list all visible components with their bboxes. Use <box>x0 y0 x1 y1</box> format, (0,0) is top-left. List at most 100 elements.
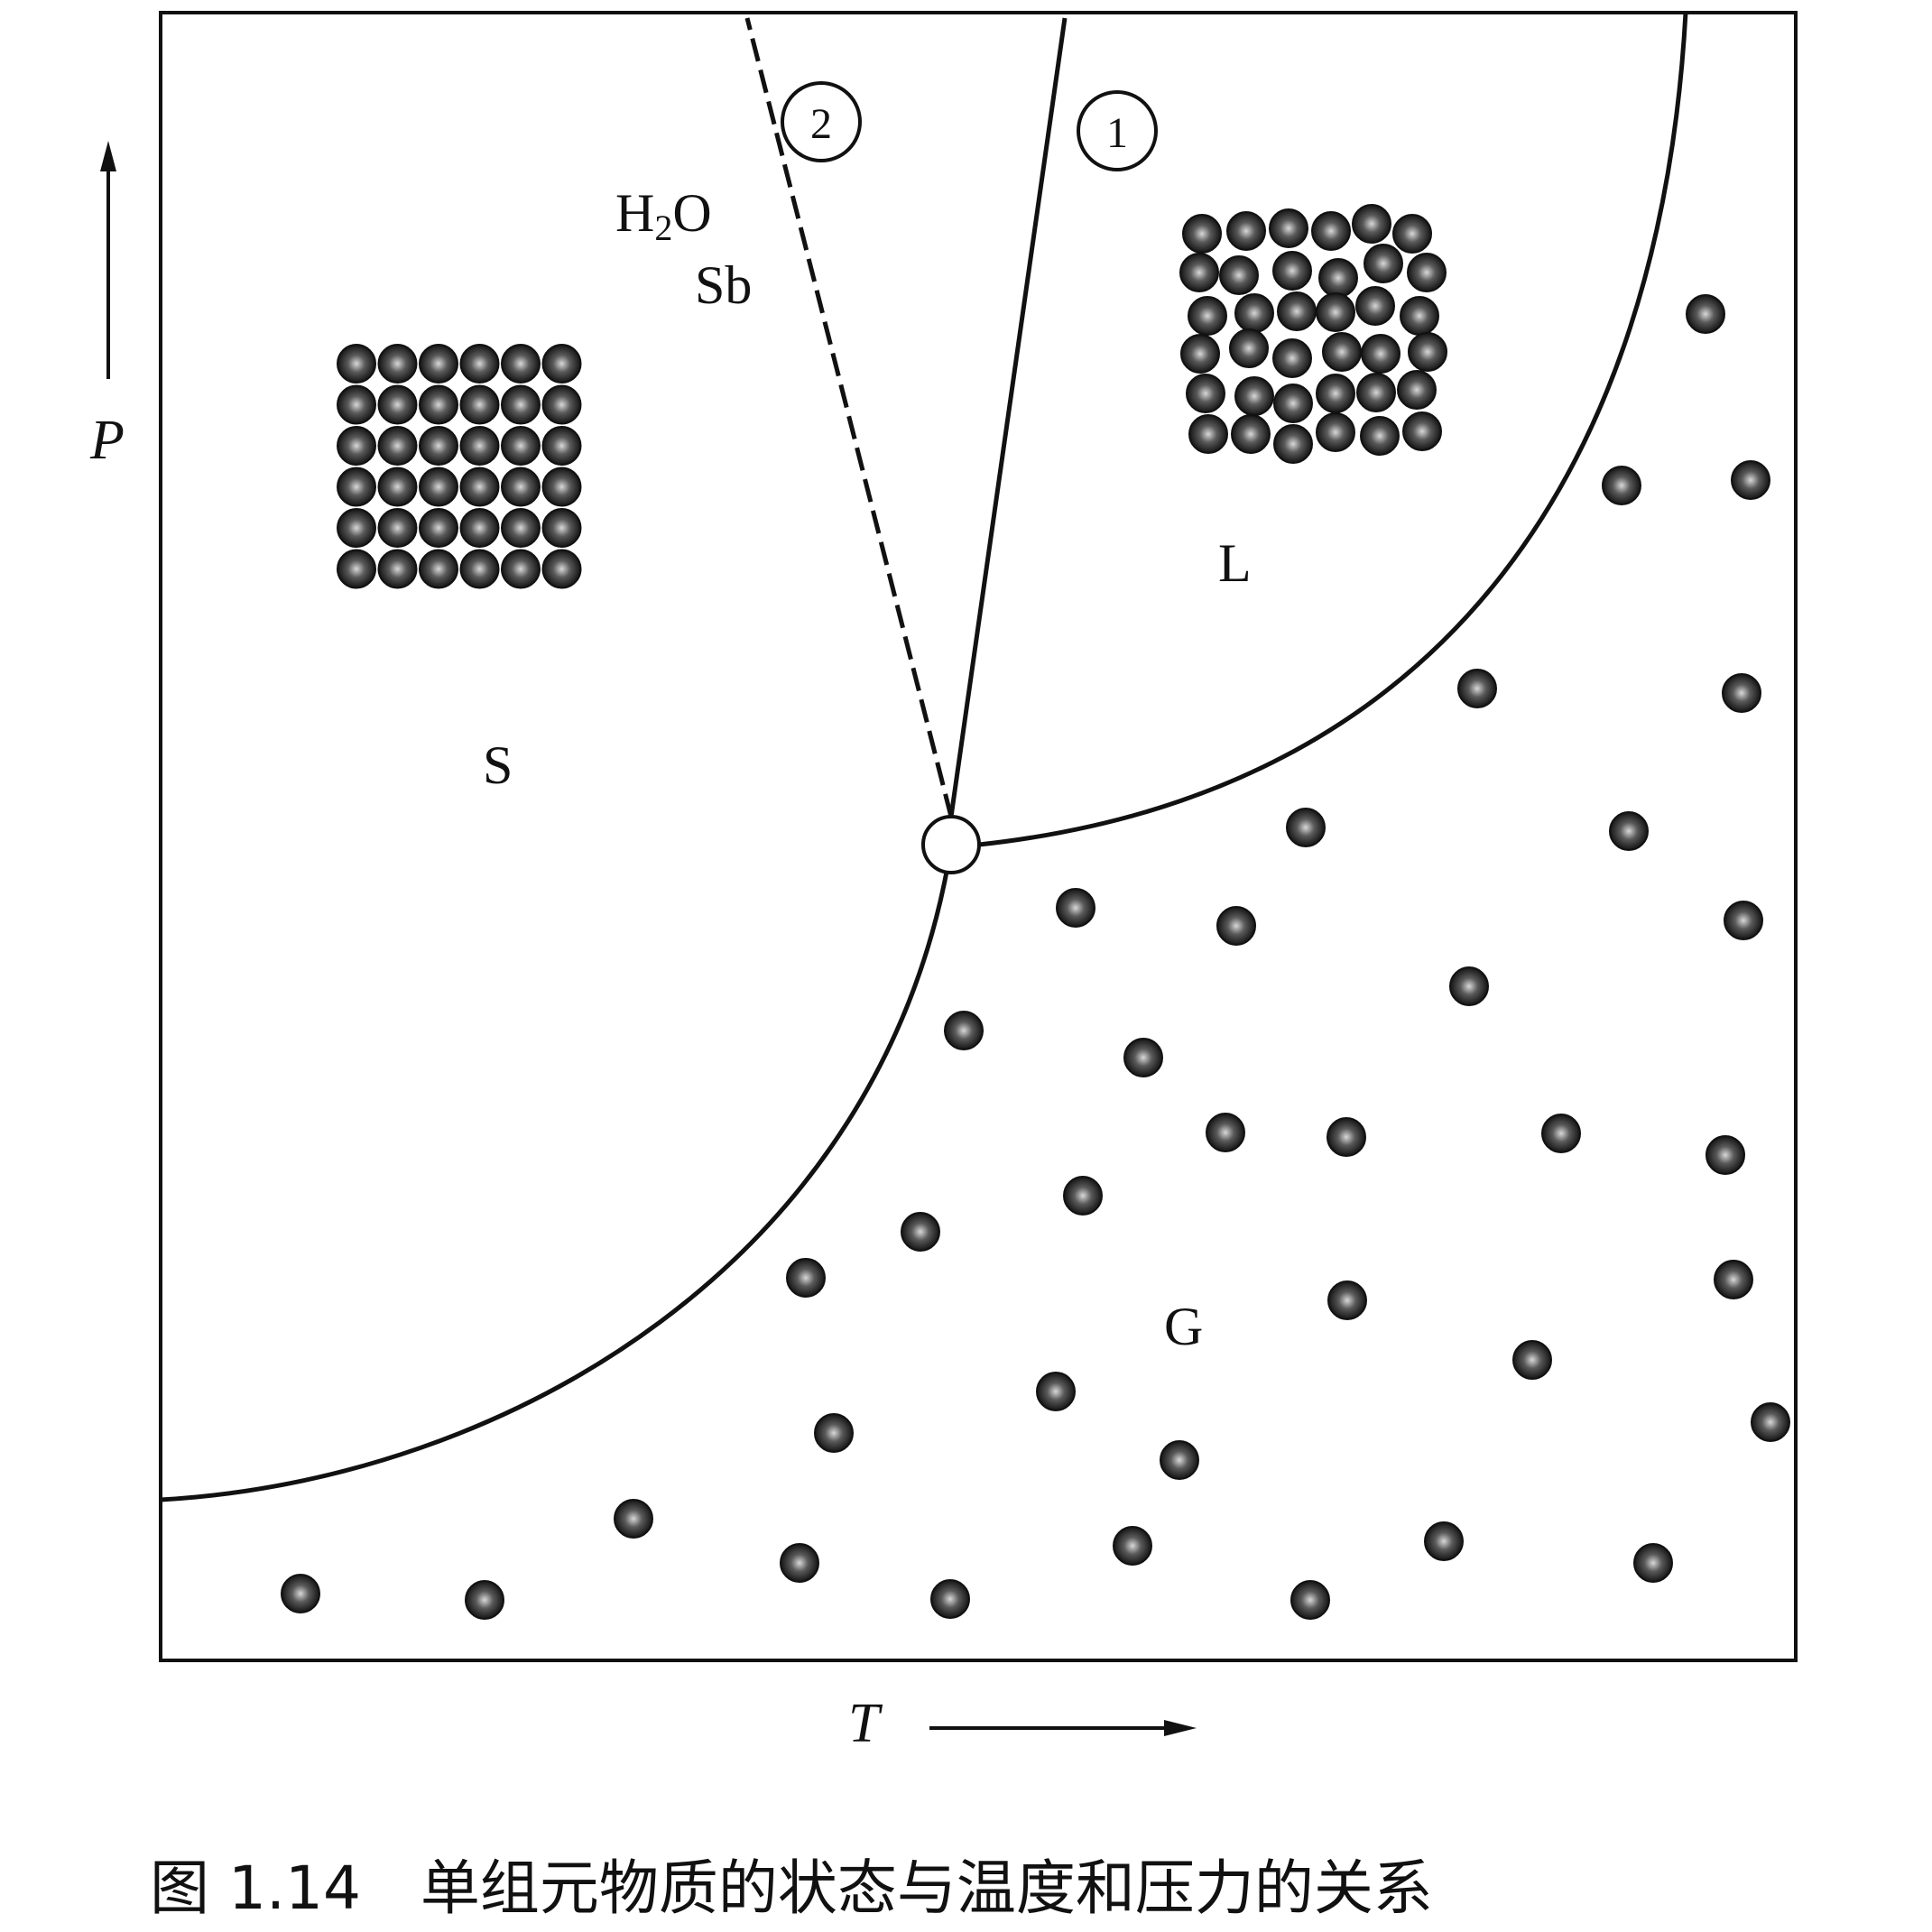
atom <box>377 549 418 589</box>
atom <box>501 426 541 466</box>
atom <box>1449 966 1489 1006</box>
atom <box>501 467 541 507</box>
atom <box>1751 1402 1790 1442</box>
atom <box>459 384 500 425</box>
p-axis-label: P <box>89 410 125 471</box>
atom <box>459 467 500 507</box>
atom <box>541 384 582 425</box>
atom <box>1327 1280 1367 1320</box>
atom <box>1424 1521 1464 1561</box>
solid-atom-lattice <box>337 344 582 589</box>
atom <box>1269 208 1308 248</box>
atom <box>377 344 418 384</box>
atom <box>419 426 458 466</box>
marker-1: 1 <box>1077 90 1158 171</box>
atom <box>1179 253 1219 292</box>
atom <box>1361 334 1400 374</box>
atom <box>419 467 458 507</box>
atom <box>1407 253 1447 292</box>
atom <box>614 1499 653 1539</box>
atom <box>1356 373 1396 412</box>
atom <box>1160 1440 1199 1480</box>
vaporization-curve <box>978 12 1688 847</box>
atom <box>501 344 541 384</box>
atom <box>1731 460 1770 500</box>
atom <box>1273 424 1313 464</box>
atom <box>1322 332 1362 372</box>
atom <box>1541 1114 1581 1153</box>
atom <box>459 344 500 384</box>
sublimation-curve <box>160 846 954 1502</box>
atom <box>1609 811 1649 851</box>
atom <box>459 549 500 589</box>
atom <box>337 549 376 589</box>
atom <box>541 508 582 548</box>
atom <box>1355 286 1395 326</box>
atom <box>1229 328 1269 368</box>
atom <box>1311 211 1351 251</box>
atom <box>901 1212 940 1252</box>
atom <box>1408 332 1447 372</box>
atom <box>1273 384 1313 423</box>
atom <box>377 508 418 548</box>
atom <box>814 1413 854 1453</box>
svg-text:2: 2 <box>810 100 832 148</box>
atom <box>1277 291 1317 331</box>
atom <box>337 344 376 384</box>
atom <box>419 384 458 425</box>
atom <box>1188 414 1228 454</box>
atom <box>1512 1340 1552 1380</box>
figure-caption: 图 1.14 单组元物质的状态与温度和压力的关系 <box>150 1853 1433 1923</box>
atom <box>944 1011 984 1050</box>
atom <box>1400 296 1439 336</box>
atom <box>1290 1580 1330 1620</box>
atom <box>459 426 500 466</box>
atom <box>786 1258 826 1298</box>
atom <box>1722 673 1761 713</box>
atom <box>465 1580 504 1620</box>
atom <box>1063 1176 1103 1216</box>
atom <box>1706 1135 1745 1175</box>
svg-text:1: 1 <box>1106 109 1128 157</box>
plot-frame <box>159 11 1798 1662</box>
atom <box>541 549 582 589</box>
atom <box>1286 808 1326 847</box>
atom <box>1316 292 1355 332</box>
atom <box>501 384 541 425</box>
marker-2: 2 <box>781 81 862 162</box>
atom <box>1724 901 1763 940</box>
atom <box>1036 1372 1076 1411</box>
atom <box>1182 214 1222 254</box>
label-h2o: H2O <box>615 183 712 248</box>
atom <box>1352 204 1391 244</box>
atom <box>1206 1113 1245 1152</box>
atom <box>1188 296 1227 336</box>
atom <box>337 426 376 466</box>
region-liquid-label: L <box>1218 533 1252 593</box>
p-axis-arrow <box>100 141 116 379</box>
atom <box>1363 244 1403 283</box>
atom <box>337 384 376 425</box>
atom <box>419 549 458 589</box>
atom <box>1113 1526 1152 1566</box>
atom <box>1234 376 1274 416</box>
atom <box>377 426 418 466</box>
atom <box>1686 294 1725 334</box>
triple-point <box>921 815 981 874</box>
atom <box>1180 334 1220 374</box>
atom <box>1327 1117 1366 1157</box>
atom <box>337 508 376 548</box>
atom <box>541 344 582 384</box>
atom <box>1397 370 1437 410</box>
atom <box>1234 293 1274 333</box>
t-axis-label: T <box>848 1693 883 1754</box>
atom <box>1186 374 1225 413</box>
gas-atoms <box>281 294 1790 1620</box>
atom <box>419 344 458 384</box>
atom <box>1714 1260 1753 1299</box>
liquid-atom-cluster <box>1179 204 1447 464</box>
atom <box>1316 374 1355 413</box>
atom <box>541 467 582 507</box>
atom <box>281 1574 320 1613</box>
